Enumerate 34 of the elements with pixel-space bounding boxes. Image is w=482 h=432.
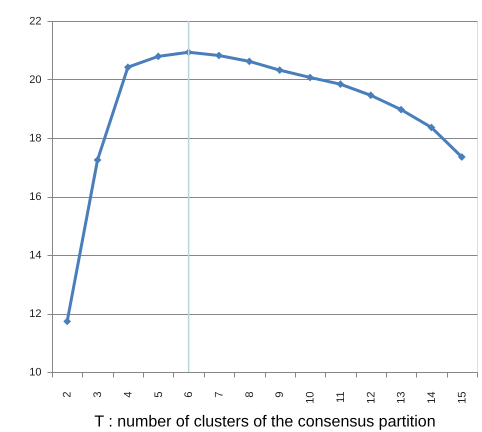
y-tick-label: 20 [29,74,42,86]
x-tick-label: 7 [213,392,226,398]
x-tick-label: 15 [456,392,468,404]
point [336,80,344,88]
point [124,63,132,72]
x-tick-label: 14 [426,392,438,404]
x-axis-title: T : number of clusters of the consensus partition [94,414,436,431]
x-tick-label: 9 [274,392,286,398]
x-tick-label: 8 [244,392,256,398]
point [428,124,436,132]
x-tick-label: 3 [92,392,104,398]
y-tick-label: 12 [29,308,42,320]
point [458,153,466,161]
x-tick-label: 12 [365,392,378,404]
point [245,57,254,66]
point [94,156,102,164]
point [63,318,72,326]
point [397,106,405,114]
y-tick-label: 10 [29,366,42,378]
y-tick-label: 22 [29,16,42,28]
x-tick-label: 6 [183,392,196,398]
point [306,74,314,82]
point [215,52,223,60]
point [366,91,375,100]
x-tick-label: 2 [62,392,74,398]
x-tick-label: 4 [122,392,134,398]
y-tick-label: 16 [29,191,42,203]
x-tick-label: 11 [334,392,347,403]
x-tick-label: 10 [304,392,317,404]
y-tick-label: 14 [29,250,42,262]
x-tick-label: 13 [396,392,408,404]
y-tick-label: 18 [29,132,42,144]
x-tick-label: 5 [152,392,165,398]
point [276,66,284,74]
